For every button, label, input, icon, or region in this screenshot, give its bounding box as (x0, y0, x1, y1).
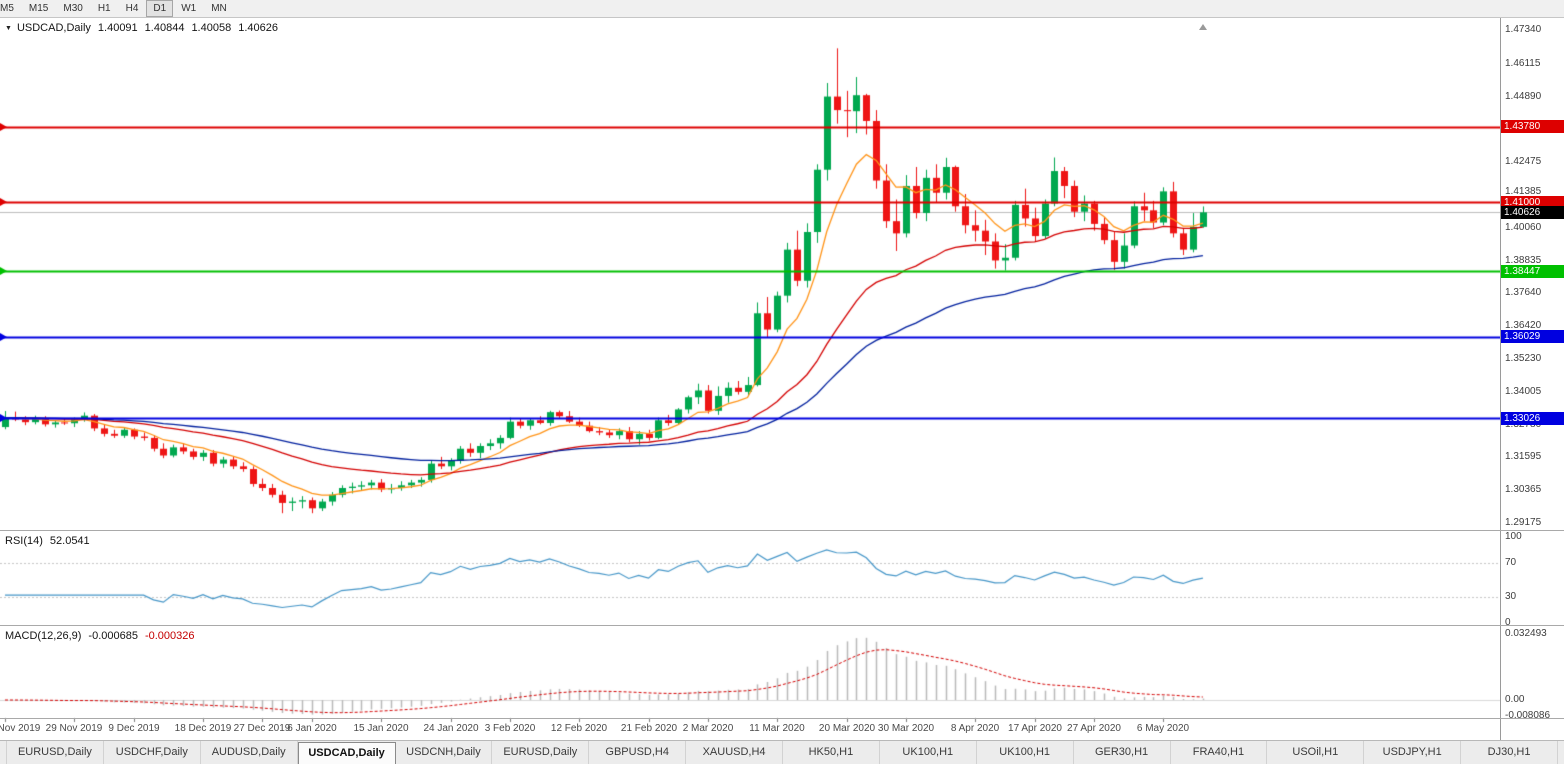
time-axis-label: 3 Feb 2020 (484, 723, 536, 734)
price-axis-label: 1.31595 (1505, 451, 1542, 462)
price-axis[interactable]: 1.47340 1.46115 1.44890 1.42475 1.41385 1.400… (1500, 18, 1564, 740)
timeframe-button-W1[interactable]: W1 (181, 3, 197, 14)
rsi-axis-label: 70 (1505, 557, 1517, 568)
tab-USDCHF-Daily[interactable]: USDCHF,Daily (104, 741, 201, 764)
time-axis-label: 21 Feb 2020 (620, 723, 678, 734)
price-level-badge: 1.41000 (1501, 196, 1564, 209)
macd-signal-value: -0.000326 (144, 630, 195, 642)
time-axis-label: 20 Nov 2019 (0, 723, 41, 734)
time-axis-label: 6 May 2020 (1136, 723, 1190, 734)
ohlc-low: 1.40058 (191, 22, 232, 34)
price-chart-canvas[interactable] (0, 18, 1500, 740)
time-axis-label: 6 Jan 2020 (287, 723, 337, 734)
price-axis-label: 1.46115 (1505, 58, 1541, 69)
rsi-value: 52.0541 (49, 535, 90, 547)
time-axis-label: 24 Jan 2020 (423, 723, 479, 734)
ohlc-open: 1.40091 (97, 22, 138, 34)
macd-main-value: -0.000685 (88, 630, 138, 642)
tab-USDCAD-Daily[interactable]: USDCAD,Daily (297, 742, 396, 764)
tab-UK100-H1[interactable]: UK100,H1 (977, 741, 1074, 764)
time-axis-label: 20 Mar 2020 (818, 723, 876, 734)
time-axis-label: 15 Jan 2020 (353, 723, 409, 734)
time-axis-label: 12 Feb 2020 (550, 723, 608, 734)
timeframe-button-H1[interactable]: H1 (97, 3, 111, 14)
price-axis-label: 1.42475 (1505, 156, 1542, 167)
time-axis-label: 17 Apr 2020 (1008, 723, 1062, 734)
chart-ohlc-header: ▼ USDCAD,Daily 1.40091 1.40844 1.40058 1… (5, 22, 278, 34)
rsi-axis-label: 100 (1505, 531, 1522, 542)
tab-USOil-H1[interactable]: USOil,H1 (1267, 741, 1365, 764)
time-axis-label: 27 Dec 2019 (233, 723, 291, 734)
macd-axis-label: -0.008086 (1505, 710, 1551, 721)
timeframe-button-M30[interactable]: M30 (63, 3, 83, 14)
symbol-label: USDCAD,Daily (16, 22, 91, 34)
tab-EURUSD-Daily[interactable]: EURUSD,Daily (492, 741, 590, 764)
timeframe-button-MN[interactable]: MN (211, 3, 227, 14)
price-axis-label: 1.47340 (1505, 24, 1542, 35)
tab-HK50-H1[interactable]: HK50,H1 (783, 741, 880, 764)
tab-UK100-H1[interactable]: UK100,H1 (880, 741, 977, 764)
price-level-badge: 1.36029 (1501, 330, 1564, 343)
rsi-axis-label: 30 (1505, 591, 1517, 602)
time-axis-label: 29 Nov 2019 (45, 723, 103, 734)
timeframe-button-D1[interactable]: D1 (146, 0, 174, 17)
tab-AUDUSD-Daily[interactable]: AUDUSD,Daily (201, 741, 298, 764)
price-axis-label: 1.37640 (1505, 287, 1542, 298)
macd-axis-label: 0.032493 (1505, 628, 1547, 639)
time-axis-label: 11 Mar 2020 (749, 723, 805, 734)
time-axis-label: 2 Mar 2020 (682, 723, 734, 734)
price-level-badge: 1.33026 (1501, 412, 1564, 425)
pane-separator[interactable] (0, 625, 1564, 626)
price-axis-label: 1.34005 (1505, 386, 1542, 397)
symbol-dropdown-icon: ▼ (5, 24, 12, 32)
price-axis-label: 1.44890 (1505, 91, 1542, 102)
tab-EURUSD-Daily[interactable]: EURUSD,Daily (6, 741, 104, 764)
macd-title: MACD(12,26,9) (5, 630, 82, 642)
price-axis-label: 1.29175 (1505, 517, 1542, 528)
rsi-axis-label: 0 (1505, 617, 1511, 628)
price-level-badge: 1.38447 (1501, 265, 1564, 278)
time-axis-label: 27 Apr 2020 (1067, 723, 1121, 734)
tab-USDCNH-Daily[interactable]: USDCNH,Daily (396, 741, 493, 764)
macd-header: MACD(12,26,9) -0.000685 -0.000326 (5, 630, 195, 642)
pane-separator[interactable] (0, 718, 1564, 719)
timeframe-button-H4[interactable]: H4 (125, 3, 139, 14)
time-axis-label: 8 Apr 2020 (950, 723, 1000, 734)
ohlc-high: 1.40844 (144, 22, 185, 34)
price-axis-label: 1.30365 (1505, 484, 1542, 495)
tab-GER30-H1[interactable]: GER30,H1 (1074, 741, 1171, 764)
ohlc-close: 1.40626 (238, 22, 278, 34)
timeframe-button-M5[interactable]: M5 (0, 3, 14, 14)
macd-axis-label: 0.00 (1505, 694, 1525, 705)
time-axis-label: 18 Dec 2019 (174, 723, 232, 734)
chart-tabbar: EURUSD,Daily USDCHF,Daily AUDUSD,Daily USDC… (0, 740, 1564, 764)
current-price-badge: 1.40626 (1501, 206, 1564, 219)
pane-separator[interactable] (0, 530, 1564, 531)
tab-GBPUSD-H4[interactable]: GBPUSD,H4 (589, 741, 687, 764)
price-level-badge: 1.43780 (1501, 120, 1564, 133)
price-axis-label: 1.35230 (1505, 353, 1542, 364)
tab-FRA40-H1[interactable]: FRA40,H1 (1171, 741, 1268, 764)
tab-XAUUSD-H4[interactable]: XAUUSD,H4 (686, 741, 783, 764)
chart-shift-marker-icon (1199, 24, 1207, 30)
time-axis-label: 30 Mar 2020 (877, 723, 935, 734)
time-axis-label: 9 Dec 2019 (108, 723, 160, 734)
timeframe-button-M15[interactable]: M15 (28, 3, 49, 14)
price-axis-label: 1.40060 (1505, 222, 1542, 233)
rsi-title: RSI(14) (5, 535, 43, 547)
time-axis[interactable]: 20 Nov 2019 29 Nov 2019 9 Dec 2019 18 Dec 2… (0, 720, 1500, 740)
tab-DJ30-H1[interactable]: DJ30,H1 (1461, 741, 1558, 764)
price-axis-label: 1.38835 (1505, 255, 1542, 266)
tab-USDJPY-H1[interactable]: USDJPY,H1 (1364, 741, 1462, 764)
timeframe-toolbar: M5 M15 M30 H1 H4 D1 W1 MN (0, 0, 1564, 18)
price-axis-label: 1.41385 (1505, 186, 1542, 197)
rsi-header: RSI(14) 52.0541 (5, 535, 90, 547)
price-axis-label: 1.36420 (1505, 320, 1542, 331)
